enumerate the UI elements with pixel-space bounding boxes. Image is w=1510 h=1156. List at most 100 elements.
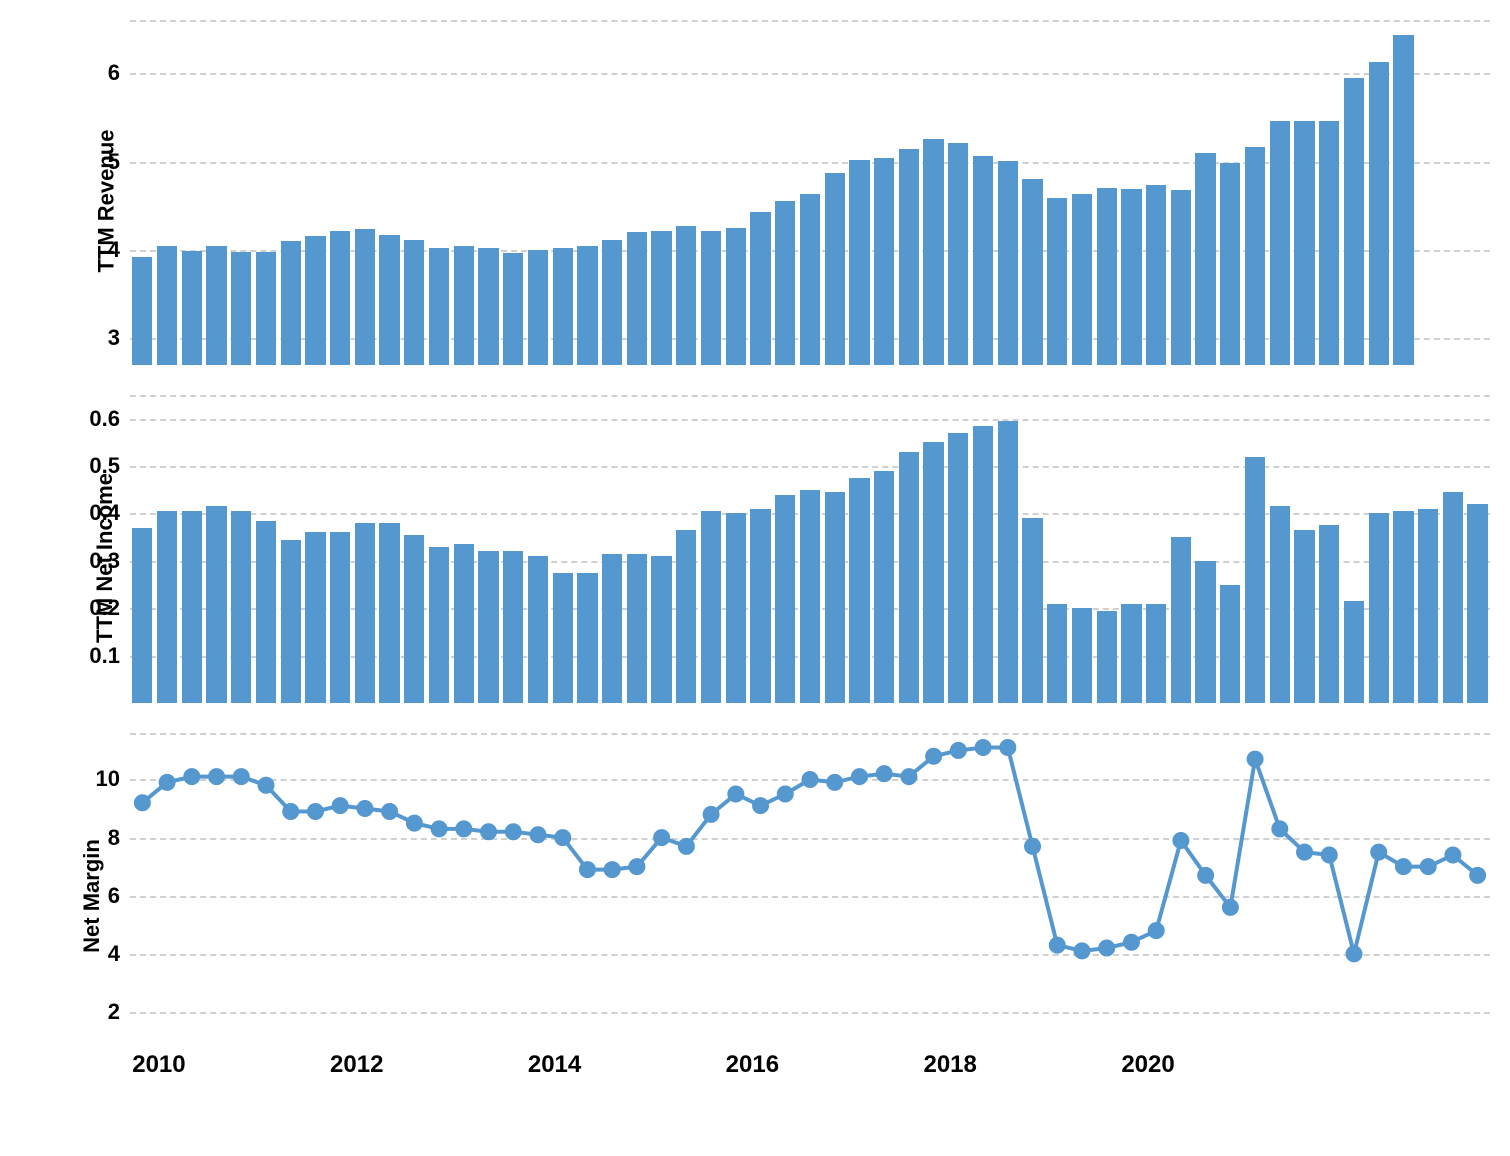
margin-marker xyxy=(456,821,472,837)
netincome-bar xyxy=(182,511,202,703)
gridline xyxy=(130,419,1490,421)
netincome-bar xyxy=(1072,608,1092,703)
margin-marker xyxy=(678,838,694,854)
margin-marker xyxy=(209,769,225,785)
netincome-bar xyxy=(330,532,350,703)
netincome-bar xyxy=(800,490,820,703)
revenue-bar xyxy=(528,250,548,365)
margin-marker xyxy=(777,786,793,802)
revenue-ytick: 5 xyxy=(108,149,130,175)
margin-line-svg xyxy=(130,733,1490,1041)
revenue-bar xyxy=(281,241,301,365)
revenue-bar xyxy=(1369,62,1389,365)
revenue-bar xyxy=(577,246,597,365)
netincome-bar xyxy=(231,511,251,703)
gridline xyxy=(130,73,1490,75)
netincome-bar xyxy=(1467,504,1487,703)
margin-marker xyxy=(876,766,892,782)
netincome-bar xyxy=(1369,513,1389,703)
netincome-bar xyxy=(1047,604,1067,704)
netincome-bar xyxy=(726,513,746,703)
revenue-bar xyxy=(1245,147,1265,366)
margin-marker xyxy=(1173,833,1189,849)
revenue-bar xyxy=(627,232,647,365)
margin-marker xyxy=(332,798,348,814)
netincome-bar xyxy=(379,523,399,703)
revenue-bar xyxy=(1344,78,1364,366)
revenue-ytick: 6 xyxy=(108,60,130,86)
margin-marker xyxy=(579,862,595,878)
netincome-ytick: 0.4 xyxy=(89,500,130,526)
margin-ytick: 4 xyxy=(108,941,130,967)
revenue-bar xyxy=(948,143,968,365)
netincome-bar xyxy=(775,495,795,703)
margin-marker xyxy=(1321,847,1337,863)
revenue-bar xyxy=(379,235,399,365)
margin-marker xyxy=(901,769,917,785)
revenue-bar xyxy=(800,194,820,365)
margin-marker xyxy=(233,769,249,785)
revenue-bar xyxy=(923,139,943,365)
revenue-bar xyxy=(1072,194,1092,365)
revenue-bar xyxy=(157,246,177,365)
netincome-bar xyxy=(1121,604,1141,704)
margin-marker xyxy=(1000,740,1016,756)
netincome-plot: 0.10.20.30.40.50.6 xyxy=(130,395,1490,703)
revenue-bar xyxy=(1047,198,1067,365)
revenue-bar xyxy=(874,158,894,365)
margin-marker xyxy=(1025,838,1041,854)
revenue-bar xyxy=(478,248,498,365)
revenue-bar xyxy=(775,201,795,365)
revenue-bar xyxy=(998,161,1018,365)
netincome-bar xyxy=(1393,511,1413,703)
margin-ytick: 10 xyxy=(96,766,130,792)
margin-marker xyxy=(1247,751,1263,767)
margin-marker xyxy=(283,803,299,819)
margin-marker xyxy=(1420,859,1436,875)
revenue-bar xyxy=(1393,35,1413,365)
revenue-ytick: 3 xyxy=(108,325,130,351)
margin-marker xyxy=(406,815,422,831)
revenue-bar xyxy=(676,226,696,365)
netincome-ytick: 0.2 xyxy=(89,595,130,621)
x-tick-2018: 2018 xyxy=(923,1041,976,1079)
netincome-bar xyxy=(1195,561,1215,703)
margin-marker xyxy=(382,803,398,819)
margin-marker xyxy=(481,824,497,840)
revenue-bar xyxy=(553,248,573,365)
margin-marker xyxy=(1148,923,1164,939)
revenue-bar xyxy=(750,212,770,365)
margin-ytick: 8 xyxy=(108,825,130,851)
gridline xyxy=(130,20,1490,22)
netincome-bar xyxy=(651,556,671,703)
revenue-plot: 3456 xyxy=(130,20,1490,365)
revenue-bar xyxy=(182,251,202,365)
netincome-bar xyxy=(676,530,696,703)
margin-marker xyxy=(629,859,645,875)
revenue-bar xyxy=(1294,121,1314,365)
netincome-ytick: 0.1 xyxy=(89,643,130,669)
revenue-ytick: 4 xyxy=(108,237,130,263)
netincome-bar xyxy=(1220,585,1240,703)
margin-marker xyxy=(1371,844,1387,860)
revenue-bar xyxy=(1097,188,1117,365)
margin-marker xyxy=(802,771,818,787)
revenue-bar xyxy=(701,231,721,365)
margin-marker xyxy=(357,801,373,817)
margin-ytick: 6 xyxy=(108,883,130,909)
margin-marker xyxy=(184,769,200,785)
revenue-bar xyxy=(404,240,424,365)
margin-marker xyxy=(975,740,991,756)
netincome-bar xyxy=(627,554,647,703)
netincome-ytick: 0.5 xyxy=(89,453,130,479)
revenue-bar xyxy=(132,257,152,365)
netincome-bar xyxy=(899,452,919,703)
margin-plot: 246810 xyxy=(130,733,1490,1041)
netincome-ytick: 0.6 xyxy=(89,406,130,432)
margin-marker xyxy=(159,774,175,790)
netincome-bar xyxy=(1319,525,1339,703)
margin-ylabel: Net Margin xyxy=(79,839,105,953)
margin-marker xyxy=(307,803,323,819)
x-tick-2020: 2020 xyxy=(1121,1041,1174,1079)
revenue-bar xyxy=(1220,163,1240,365)
